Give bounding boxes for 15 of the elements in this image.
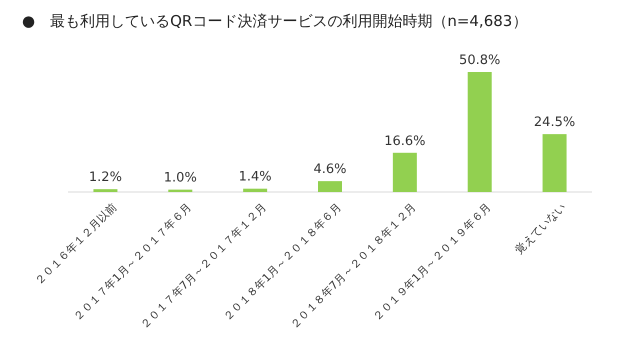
bar <box>243 188 268 192</box>
data-label: 50.8% <box>459 53 500 68</box>
data-label: 24.5% <box>534 115 576 130</box>
data-label: 1.4% <box>238 170 272 185</box>
bar <box>542 134 567 192</box>
data-label: 4.6% <box>313 162 347 178</box>
bar <box>93 189 118 192</box>
chart-title: ● 最も利用しているQRコード決済サービスの利用開始時期（n=4,683） <box>22 12 528 30</box>
bar <box>468 72 492 192</box>
data-label: 16.6% <box>384 134 426 149</box>
bar <box>392 152 417 192</box>
bar <box>318 181 342 192</box>
data-label: 1.0% <box>164 170 197 186</box>
x-tick-label: 覚えていない <box>512 200 568 256</box>
data-label: 1.2% <box>88 170 122 186</box>
